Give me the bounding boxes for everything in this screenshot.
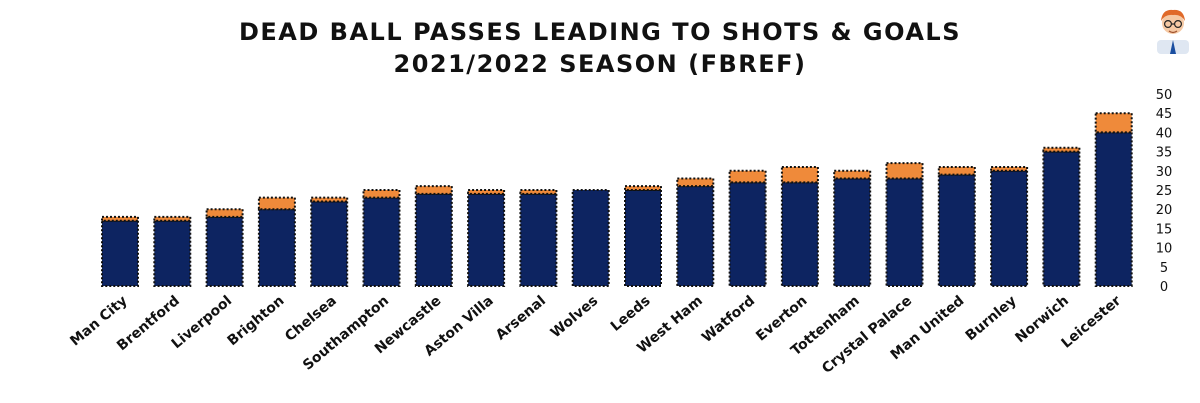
bar-shots-10 — [624, 189, 662, 287]
y-tick-label: 15 — [1156, 222, 1173, 237]
bar-goals-4 — [310, 196, 349, 203]
bar-goals-18 — [1042, 146, 1081, 153]
x-tick-label: Burnley — [963, 293, 1020, 344]
bar-goals-11 — [676, 177, 715, 188]
bar-shots-18 — [1042, 150, 1081, 287]
bar-goals-14 — [833, 169, 872, 180]
bar-shots-14 — [833, 177, 872, 287]
y-tick-label: 40 — [1156, 126, 1173, 141]
x-tick-label: Watford — [699, 293, 758, 346]
bar-goals-17 — [990, 165, 1029, 172]
bar-shots-4 — [310, 200, 349, 288]
bar-goals-7 — [467, 189, 506, 195]
bar-shots-6 — [414, 192, 453, 287]
bar-goals-8 — [519, 189, 558, 195]
bar-shots-8 — [519, 192, 558, 287]
chart-title: DEAD BALL PASSES LEADING TO SHOTS & GOAL… — [238, 18, 962, 46]
bar-shots-19 — [1094, 131, 1133, 287]
y-tick-label: 35 — [1156, 146, 1173, 161]
bar-goals-2 — [205, 208, 244, 218]
bar-shots-9 — [571, 189, 610, 287]
bar-goals-3 — [257, 196, 296, 211]
bar-goals-13 — [780, 165, 819, 184]
x-tick-label: Arsenal — [493, 293, 549, 344]
chart-subtitle: 2021/2022 SEASON (FBREF) — [393, 50, 807, 78]
x-tick-label: Leeds — [608, 293, 654, 335]
bar-shots-7 — [467, 192, 506, 287]
bar-goals-16 — [937, 165, 976, 176]
y-tick-label: 20 — [1156, 203, 1173, 218]
bar-shots-3 — [257, 208, 296, 287]
y-tick-label: 5 — [1160, 261, 1168, 276]
bar-goals-0 — [101, 215, 139, 222]
y-tick-label: 30 — [1156, 165, 1173, 180]
bar-shots-17 — [990, 169, 1029, 287]
bar-goals-6 — [414, 185, 453, 195]
bar-goals-1 — [153, 215, 192, 222]
bar-shots-15 — [885, 177, 924, 287]
bar-shots-13 — [780, 181, 819, 288]
y-tick-label: 45 — [1156, 107, 1173, 122]
bar-shots-2 — [205, 215, 244, 288]
bar-shots-1 — [153, 219, 192, 287]
y-tick-label: 25 — [1156, 184, 1173, 199]
y-tick-label: 0 — [1160, 280, 1168, 295]
y-tick-label: 10 — [1156, 242, 1173, 257]
bar-goals-12 — [728, 169, 767, 184]
x-tick-label: Brighton — [225, 293, 288, 349]
bar-goals-10 — [624, 185, 662, 192]
y-tick-label: 50 — [1156, 88, 1173, 103]
x-tick-label: Wolves — [548, 293, 601, 341]
bar-shots-12 — [728, 181, 767, 288]
bar-goals-19 — [1094, 112, 1133, 134]
bar-shots-0 — [101, 219, 139, 287]
bar-shots-5 — [362, 196, 401, 287]
x-tick-label: Crystal Palace — [819, 293, 915, 377]
cartoon-avatar-icon — [1147, 0, 1199, 54]
bar-goals-5 — [362, 189, 401, 199]
bar-goals-15 — [885, 162, 924, 180]
bar-shots-11 — [676, 185, 715, 287]
bar-shots-16 — [937, 173, 976, 287]
